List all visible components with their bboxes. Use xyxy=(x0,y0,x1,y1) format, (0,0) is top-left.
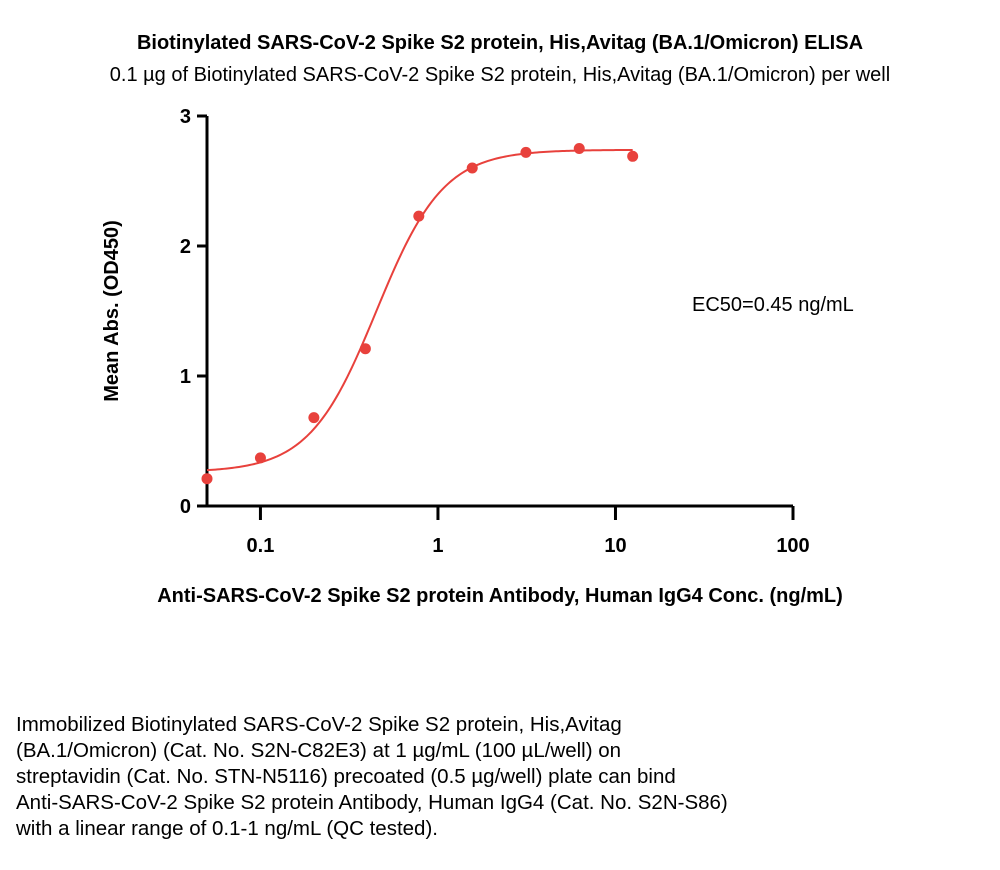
y-tick-label: 3 xyxy=(180,106,191,128)
fit-curve xyxy=(206,148,633,472)
y-tick-label: 1 xyxy=(180,366,191,388)
data-point xyxy=(466,162,478,174)
data-point xyxy=(413,210,425,222)
y-tick-label: 2 xyxy=(180,236,191,258)
data-point xyxy=(359,343,371,355)
x-axis-label: Anti-SARS-CoV-2 Spike S2 protein Antibod… xyxy=(157,585,843,607)
caption-line-1: Immobilized Biotinylated SARS-CoV-2 Spik… xyxy=(16,713,622,736)
data-point xyxy=(573,143,585,154)
caption-line-3: streptavidin (Cat. No. STN-N5116) precoa… xyxy=(16,765,676,788)
chart-title: Biotinylated SARS-CoV-2 Spike S2 protein… xyxy=(136,32,864,54)
data-point xyxy=(254,452,266,464)
caption-line-4: Anti-SARS-CoV-2 Spike S2 protein Antibod… xyxy=(16,791,728,814)
x-tick-label: 0.1 xyxy=(247,535,275,557)
figure-caption: Immobilized Biotinylated SARS-CoV-2 Spik… xyxy=(16,712,986,842)
data-point xyxy=(201,473,213,485)
y-axis-label: Mean Abs. (OD450) xyxy=(101,220,123,402)
x-tick-label: 10 xyxy=(604,535,626,557)
data-point xyxy=(520,146,532,158)
x-tick-label: 1 xyxy=(432,535,443,557)
caption-line-2: (BA.1/Omicron) (Cat. No. S2N-C82E3) at 1… xyxy=(16,739,622,762)
data-point xyxy=(627,150,639,162)
elisa-chart: 0 1 2 3 0.1 1 10 100 Anti-SARS-CoV-2 Spike S2 pr… xyxy=(101,106,854,607)
ec50-annotation: EC50=0.45 ng/mL xyxy=(692,294,854,316)
y-tick-label: 0 xyxy=(180,496,191,518)
data-point xyxy=(308,412,320,424)
chart-subtitle: 0.1 µg of Biotinylated SARS-CoV-2 Spike … xyxy=(109,64,891,86)
x-tick-label: 100 xyxy=(776,535,809,557)
caption-line-5: with a linear range of 0.1-1 ng/mL (QC t… xyxy=(16,817,438,840)
